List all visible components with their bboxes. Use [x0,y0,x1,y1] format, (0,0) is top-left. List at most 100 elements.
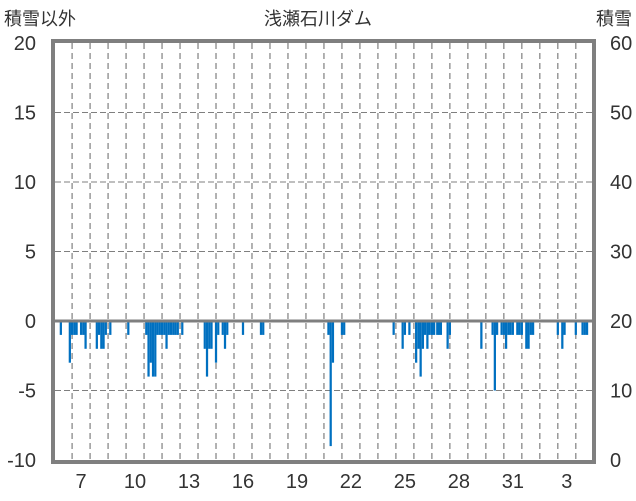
x-tick-label: 13 [178,471,200,493]
bar [158,321,161,335]
y-left-tick-label: -10 [7,450,36,472]
bar [329,321,332,447]
bar [100,321,103,349]
x-tick-label: 19 [286,471,308,493]
bar [493,321,496,391]
bar [327,321,330,335]
bar [500,321,503,335]
bar [174,321,177,335]
bar [430,321,434,335]
bar [574,321,577,335]
left-axis-title: 積雪以外 [4,9,76,30]
x-tick-label: 16 [232,471,254,493]
bar [147,321,150,377]
bar [217,321,220,335]
bar [563,321,566,335]
bar [84,321,87,349]
y-left-tick-label: 15 [14,103,36,125]
bar [446,321,449,349]
bar [424,321,427,335]
right-axis-title: 積雪 [596,9,632,30]
x-tick-label: 28 [448,471,470,493]
bar [79,321,83,335]
bar [403,321,407,335]
bar [169,321,173,335]
bar [531,321,535,335]
bar [401,321,404,349]
bar [428,321,431,335]
bar [221,321,224,335]
bar [165,321,168,349]
bar [214,321,218,363]
bar [203,321,206,349]
gridlines [55,43,592,460]
bar [205,321,209,377]
bar [583,321,586,335]
bar [408,321,411,335]
axes [51,39,596,464]
y-right-tick-label: 60 [610,33,632,55]
bar [176,321,179,335]
bar [223,321,227,349]
bar [516,321,519,335]
bar [95,321,98,349]
bar [392,321,395,335]
bar [480,321,483,349]
y-right-tick-label: 50 [610,103,632,125]
y-left-tick-label: 10 [14,172,36,194]
tick-labels: 20 60 15 50 10 40 5 30 0 20 -5 10 -10 0 7 10 13 16 19 22 25 2… [7,33,632,493]
bar [97,321,101,335]
bar [156,321,159,335]
bar [520,321,523,335]
bar [448,321,452,335]
y-left-tick-label: 5 [25,242,36,264]
bar [437,321,441,335]
bar [226,321,229,335]
x-tick-label: 3 [561,471,572,493]
bar [70,321,74,335]
bar [502,321,505,335]
bar [167,321,170,335]
bar [561,321,564,349]
bar [419,321,422,377]
y-right-tick-label: 40 [610,172,632,194]
bar [343,321,346,335]
bar [415,321,418,363]
bar [421,321,425,349]
bar [210,321,213,349]
bar [433,321,436,335]
bar [527,321,530,349]
bar [160,321,164,335]
plot-border [51,39,596,464]
bar [109,321,112,335]
bar [436,321,439,335]
bar [172,321,175,335]
bar [149,321,152,363]
bar [340,321,344,335]
x-tick-label: 7 [76,471,87,493]
bar [529,321,532,335]
bar [509,321,512,335]
bar [511,321,514,335]
y-left-tick-label: 20 [14,33,36,55]
bar [556,321,559,335]
bar [82,321,85,335]
chart-title: 浅瀬石川ダム [264,9,372,30]
y-right-tick-label: 20 [610,311,632,333]
bar [208,321,211,349]
bar [491,321,494,335]
bar [525,321,528,349]
bar [439,321,443,335]
bars [59,321,589,447]
bar [181,321,184,335]
bar [504,321,508,349]
y-right-tick-label: 10 [610,381,632,403]
x-tick-label: 25 [394,471,416,493]
bar [145,321,148,335]
bar [73,321,76,335]
x-tick-label: 31 [502,471,524,493]
bar [241,321,245,335]
bar [75,321,78,335]
y-right-tick-label: 30 [610,242,632,264]
